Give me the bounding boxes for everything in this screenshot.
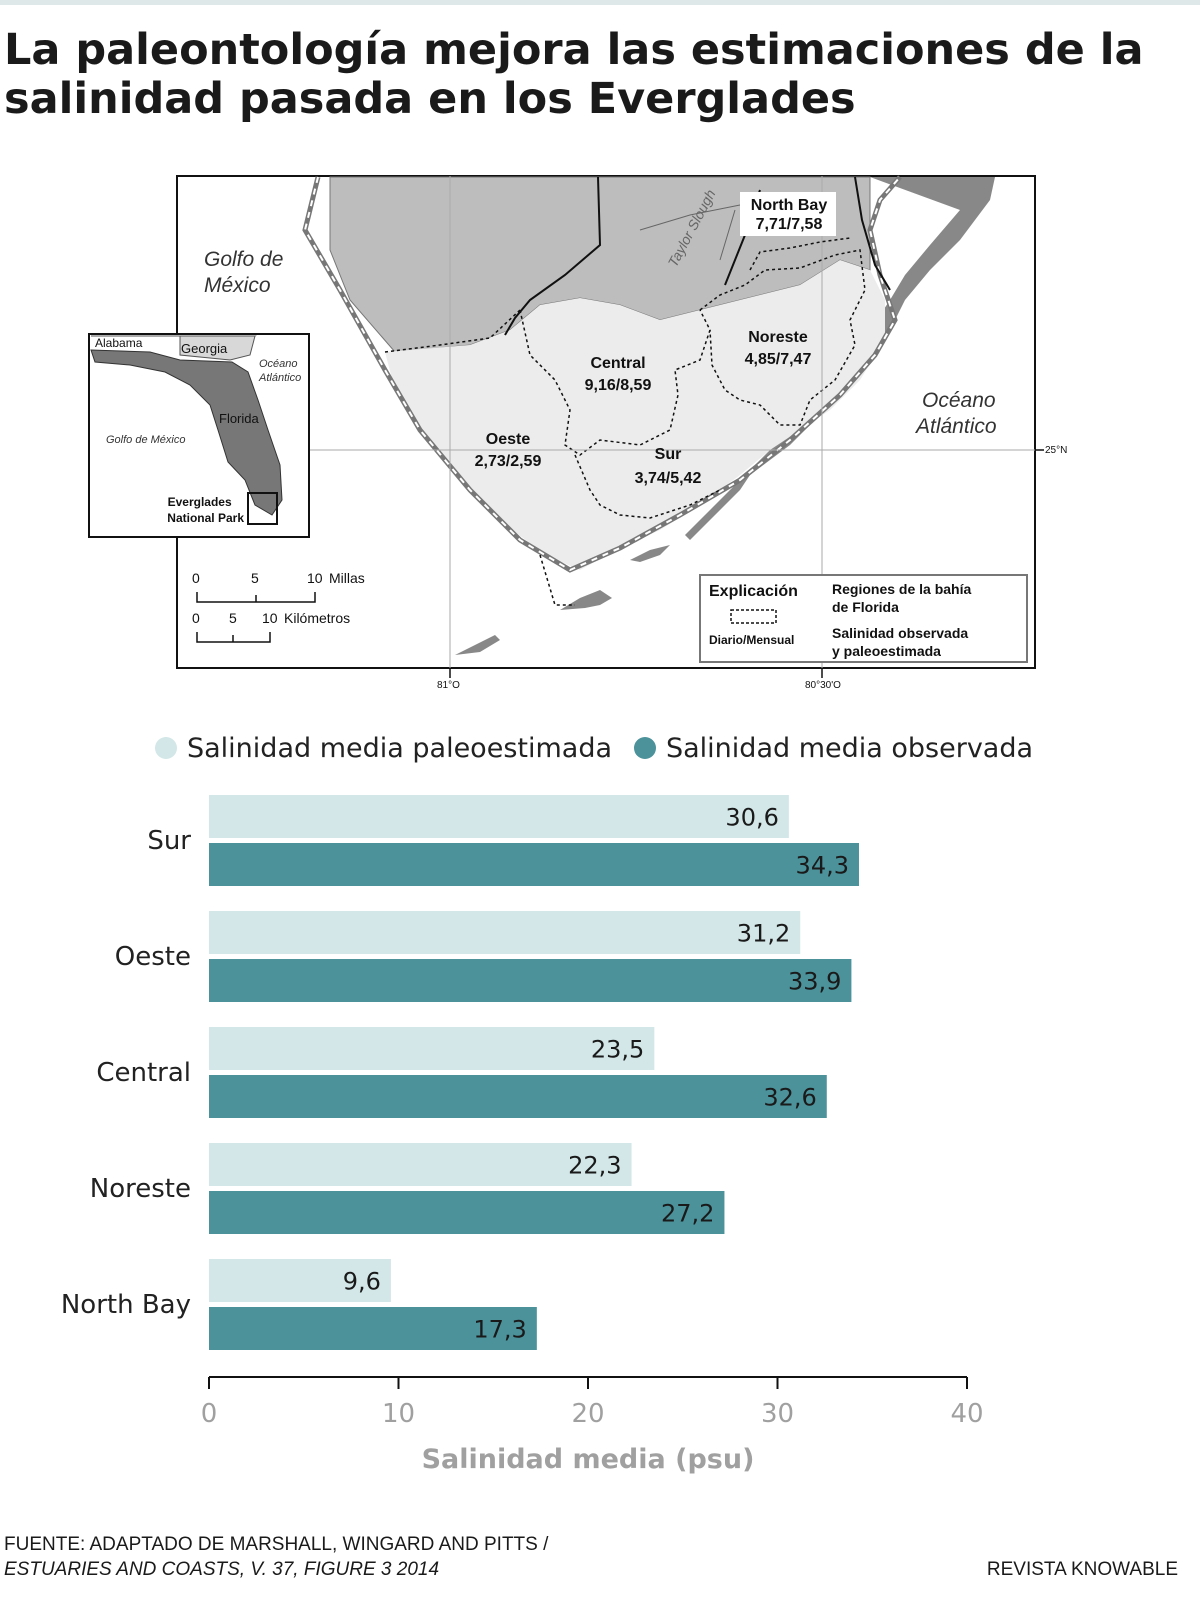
legend-item-observed: Salinidad media observada	[634, 728, 1033, 768]
map-explanation: Explicación Diario/Mensual Regiones de l…	[699, 574, 1028, 663]
x-tick-label: 30	[761, 1399, 794, 1429]
svg-text:0: 0	[192, 610, 200, 626]
legend-label-observed: Salinidad media observada	[666, 732, 1034, 764]
svg-text:Golfo de México: Golfo de México	[106, 434, 185, 446]
svg-text:2,73/2,59: 2,73/2,59	[475, 453, 542, 470]
gulf-label: Golfo de México	[204, 248, 289, 297]
svg-text:North Bay: North Bay	[751, 197, 828, 214]
ocean-label: Océano Atlántico	[914, 389, 1001, 438]
latitude-label: 25°N	[1045, 445, 1067, 456]
category-label: Noreste	[90, 1174, 191, 1204]
svg-text:7,71/7,58: 7,71/7,58	[756, 216, 823, 233]
keys-shape	[685, 177, 995, 540]
x-axis-label: Salinidad media (psu)	[422, 1444, 755, 1475]
svg-text:Sur: Sur	[655, 446, 682, 463]
x-tick-label: 40	[950, 1399, 983, 1429]
scale-bar: 0 5 10 Millas 0 5 10 Kilómetros	[192, 570, 365, 643]
north-bay-label-box	[740, 192, 836, 236]
category-label: North Bay	[61, 1290, 191, 1320]
legend-swatch-paleo	[155, 737, 177, 759]
bar-value-label: 31,2	[737, 920, 790, 948]
everglades-map: 25°N 81°O 80°30'O Taylor Slough Golfo de…	[88, 175, 1067, 691]
category-label: Central	[96, 1058, 191, 1088]
bar-value-label: 27,2	[661, 1200, 714, 1228]
svg-text:5: 5	[229, 610, 237, 626]
svg-text:Explicación: Explicación	[709, 583, 798, 600]
region-boundary-north-bay	[749, 237, 851, 271]
bar	[209, 795, 789, 838]
svg-text:3,74/5,42: 3,74/5,42	[635, 470, 702, 487]
svg-text:Kilómetros: Kilómetros	[284, 610, 350, 626]
bar-value-label: 30,6	[725, 804, 778, 832]
svg-text:5: 5	[251, 570, 259, 586]
region-label: North Bay 7,71/7,58 Noreste 4,85/7,47 Ce…	[475, 197, 828, 487]
top-rule	[0, 0, 1200, 5]
island-shape	[560, 590, 612, 610]
svg-text:Diario/Mensual: Diario/Mensual	[709, 633, 794, 647]
island-shape	[630, 545, 670, 562]
bar-value-label: 9,6	[343, 1268, 381, 1296]
credit: REVISTA KNOWABLE	[986, 1559, 1178, 1580]
bar-value-label: 33,9	[788, 968, 841, 996]
x-tick-label: 20	[571, 1399, 604, 1429]
bar	[209, 1143, 632, 1186]
region-boundary-central	[519, 309, 711, 456]
svg-text:Florida: Florida	[219, 411, 260, 426]
bar	[209, 1191, 725, 1234]
page-title: La paleontología mejora las estimaciones…	[4, 25, 1144, 124]
category-label: Sur	[147, 826, 191, 856]
chart-legend: Salinidad media paleoestimada Salinidad …	[0, 728, 1200, 768]
bar-value-label: 17,3	[473, 1316, 526, 1344]
bar	[209, 1027, 655, 1070]
svg-text:Central: Central	[590, 355, 645, 372]
svg-text:0: 0	[192, 570, 200, 586]
svg-text:Regiones de la bahía de: Regiones de la bahía de Florida Salinida…	[832, 581, 975, 659]
longitude-label-80-30: 80°30'O	[805, 680, 841, 691]
svg-text:10: 10	[307, 570, 323, 586]
svg-text:Océano Atlántico: Océano Atlántico	[258, 358, 301, 384]
bar	[209, 911, 801, 954]
legend-item-paleo: Salinidad media paleoestimada	[155, 728, 612, 768]
legend-swatch-observed	[634, 737, 656, 759]
svg-text:Everglades National Park: Everglades National Park	[167, 495, 244, 525]
florida-inset: Alabama Georgia Océano Atlántico Florida…	[88, 333, 310, 538]
source-line-2: ESTUARIES AND COASTS, V. 37, FIGURE 3 20…	[4, 1559, 440, 1580]
svg-text:10: 10	[262, 610, 278, 626]
longitude-label-81: 81°O	[437, 680, 460, 691]
bar	[209, 843, 859, 886]
bar	[209, 1075, 827, 1118]
salinity-bar-chart: Sur 30,6 34,3 Oeste 31,2 33,9 Central 23,5 32,6 N…	[61, 795, 984, 1475]
svg-text:Alabama: Alabama	[95, 336, 143, 350]
x-tick-label: 0	[201, 1399, 218, 1429]
svg-text:Millas: Millas	[329, 570, 365, 586]
category-label: Oeste	[115, 942, 191, 972]
bar-value-label: 22,3	[568, 1152, 621, 1180]
source-note: FUENTE: ADAPTADO DE MARSHALL, WINGARD AN…	[4, 1532, 548, 1582]
florida-bay-shape	[385, 260, 885, 570]
x-tick-label: 10	[382, 1399, 415, 1429]
svg-text:Georgia: Georgia	[181, 341, 228, 356]
svg-text:9,16/8,59: 9,16/8,59	[585, 377, 652, 394]
source-line-1: FUENTE: ADAPTADO DE MARSHALL, WINGARD AN…	[4, 1534, 549, 1555]
region-boundary-oeste-sur	[384, 309, 721, 606]
bar-value-label: 34,3	[796, 852, 849, 880]
svg-text:Noreste: Noreste	[748, 329, 808, 346]
bar	[209, 959, 852, 1002]
svg-text:4,85/7,47: 4,85/7,47	[745, 351, 812, 368]
legend-label-paleo: Salinidad media paleoestimada	[187, 732, 612, 764]
bar	[209, 1307, 537, 1350]
bar-value-label: 32,6	[763, 1084, 816, 1112]
island-shape	[455, 635, 500, 655]
svg-text:Oeste: Oeste	[486, 431, 531, 448]
bar	[209, 1259, 391, 1302]
bar-value-label: 23,5	[591, 1036, 644, 1064]
